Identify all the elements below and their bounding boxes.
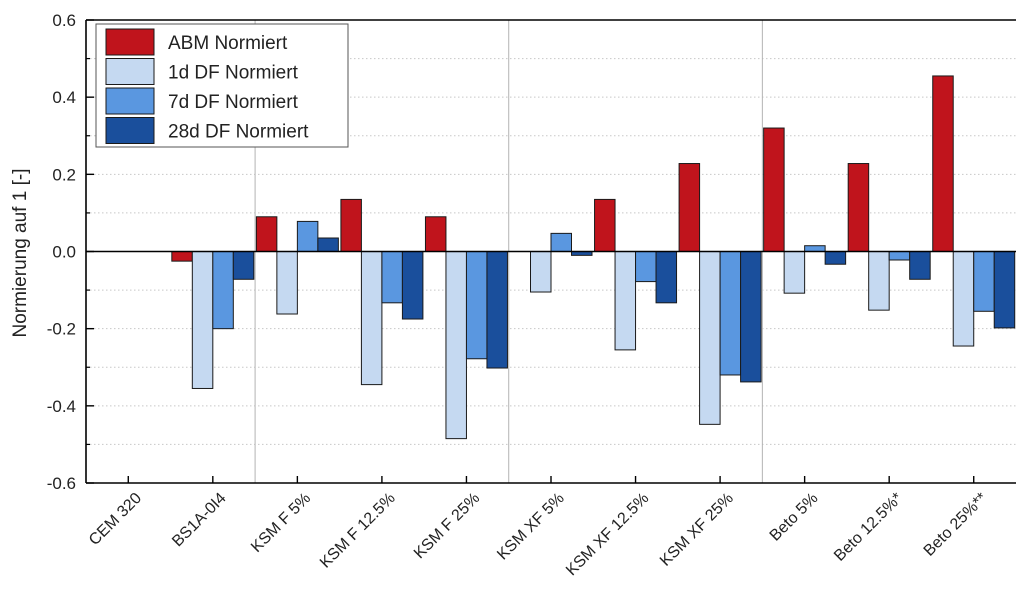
legend-swatch: [105, 117, 155, 144]
y-tick-labels: -0.6 -0.4 -0.2 0.0 0.2 0.4 0.6: [47, 11, 76, 493]
legend-entry: 1d DF Normiert: [168, 63, 299, 84]
bar: [740, 251, 762, 383]
legend-entry: 7d DF Normiert: [168, 92, 299, 113]
y-tick-label: 0.0: [52, 243, 76, 262]
bar: [255, 216, 278, 252]
x-tick-label: BS1A-0I4: [169, 490, 230, 551]
bar: [909, 251, 931, 280]
x-tick-label: KSM XF 12.5%: [563, 490, 652, 579]
legend-swatch: [105, 58, 155, 85]
x-tick-label: Beto 5%: [767, 490, 822, 545]
bar: [932, 75, 954, 252]
bar: [465, 251, 488, 360]
bar: [296, 220, 319, 252]
x-tick-label: KSM F 12.5%: [317, 490, 399, 572]
legend-entry: 28d DF Normiert: [168, 122, 309, 143]
bar: [804, 245, 826, 252]
y-tick-label: -0.4: [47, 397, 76, 416]
bar: [594, 198, 616, 253]
bar: [973, 251, 995, 312]
y-tick-label: -0.6: [47, 474, 76, 493]
bar: [317, 237, 339, 253]
bar: [550, 232, 572, 252]
y-tick-label: 0.2: [52, 165, 76, 184]
x-tick-label: KSM XF 5%: [494, 490, 568, 564]
bar: [340, 198, 362, 253]
bar: [276, 251, 298, 315]
y-axis-label: Normierung auf 1 [-]: [10, 169, 31, 338]
bar: [678, 163, 701, 252]
bar: [360, 251, 383, 386]
y-tick-label: 0.4: [52, 88, 76, 107]
bar: [445, 251, 467, 440]
bar: [824, 251, 847, 265]
axes: [85, 19, 1016, 484]
x-tick-label: Beto 25%**: [921, 490, 991, 560]
x-tick-label: CEM 320: [86, 490, 145, 549]
x-tick-label: Beto 12.5%*: [831, 490, 906, 565]
y-tick-label: 0.6: [52, 11, 76, 30]
bar: [530, 251, 552, 293]
bar: [868, 251, 890, 311]
bar: [232, 251, 255, 280]
legend-swatch: [105, 28, 155, 56]
bar: [486, 251, 508, 369]
bar: [212, 251, 234, 330]
x-tick-label: KSM F 5%: [248, 490, 314, 556]
bar: [763, 127, 785, 253]
bar: [719, 251, 742, 376]
legend: ABM Normiert 1d DF Normiert 7d DF Normiert…: [95, 23, 349, 148]
bar: [401, 251, 424, 320]
x-tick-label: KSM XF 25%: [657, 490, 737, 570]
bar: [783, 251, 806, 294]
bar: [424, 216, 447, 252]
bar: [614, 251, 637, 351]
bar: [952, 251, 975, 347]
bar: [699, 251, 721, 425]
bar: [993, 251, 1016, 329]
x-tick-labels: CEM 320 BS1A-0I4 KSM F 5% KSM F 12.5% KSM F …: [86, 490, 991, 579]
bar: [655, 251, 678, 304]
legend-entry: ABM Normiert: [168, 33, 288, 54]
y-tick-label: -0.2: [47, 320, 76, 339]
bar: [847, 163, 870, 252]
bar: [171, 251, 193, 262]
bar: [635, 251, 657, 283]
legend-swatch: [105, 87, 155, 115]
bar: [191, 251, 214, 389]
bar: [888, 251, 911, 261]
x-tick-label: KSM F 25%: [411, 490, 483, 562]
bar: [381, 251, 403, 304]
